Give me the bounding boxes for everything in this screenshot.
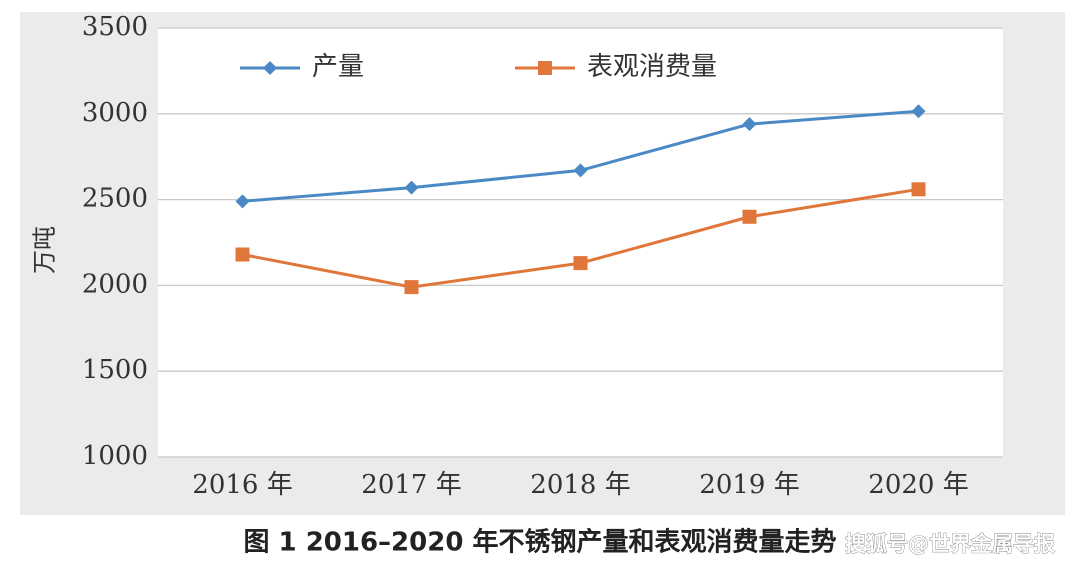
x-tick-label: 2019 年 (699, 470, 799, 500)
y-tick-label: 3000 (82, 98, 148, 128)
point (742, 209, 757, 224)
y-tick-label: 2500 (82, 184, 148, 214)
x-tick-label: 2017 年 (361, 470, 461, 500)
watermark: 搜狐号@世界金属导报 (845, 532, 1055, 556)
y-axis-label: 万吨 (31, 226, 59, 274)
x-tick-label: 2020 年 (868, 470, 968, 500)
point (573, 256, 588, 271)
point (911, 104, 926, 119)
legend-marker (538, 61, 552, 75)
point (404, 180, 419, 195)
y-tick-label: 2000 (82, 269, 148, 299)
point (235, 247, 250, 262)
caption: 图 1 2016–2020 年不锈钢产量和表观消费量走势 (244, 527, 837, 558)
legend-marker (263, 61, 277, 75)
x-tick-label: 2016 年 (192, 470, 292, 500)
plot-area (158, 28, 1003, 457)
point (742, 117, 757, 132)
y-tick-label: 1000 (82, 441, 148, 471)
legend-label: 表观消费量 (587, 52, 717, 82)
point (404, 280, 419, 295)
point (911, 182, 926, 197)
y-tick-label: 1500 (82, 355, 148, 385)
point (235, 194, 250, 209)
legend-label: 产量 (312, 52, 364, 82)
y-tick-label: 3500 (82, 12, 148, 42)
point (573, 163, 588, 178)
x-tick-label: 2018 年 (530, 470, 630, 500)
